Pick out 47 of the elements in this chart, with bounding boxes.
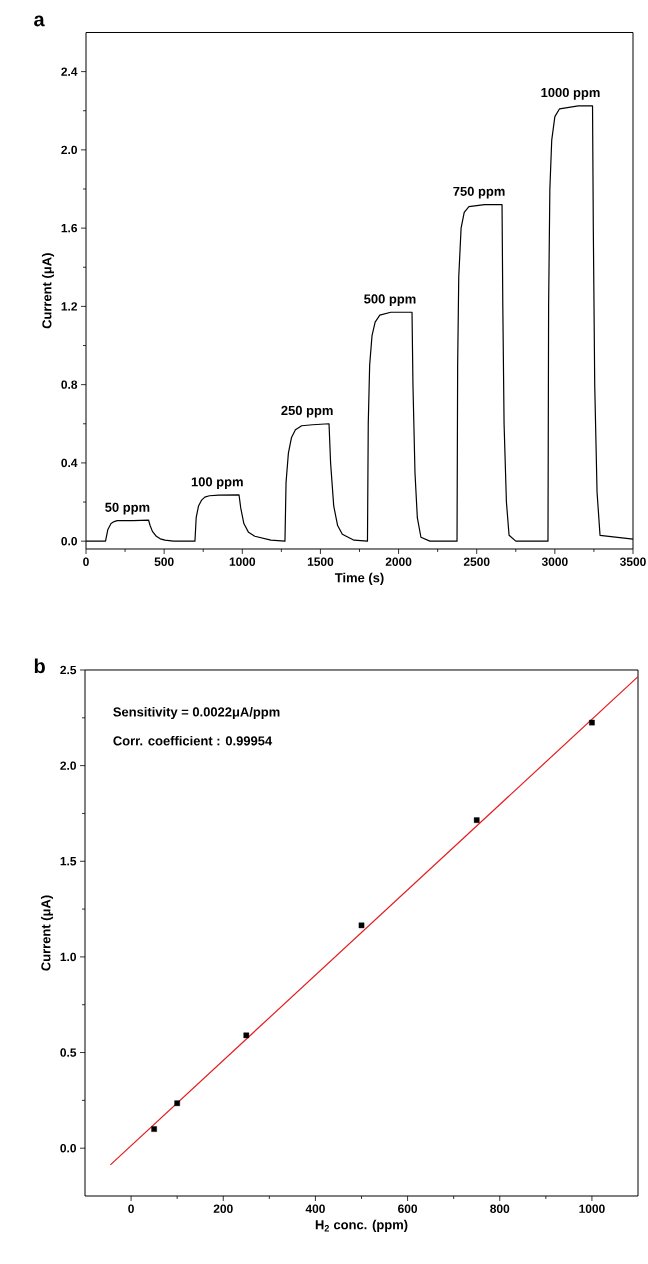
chart-title: a [34, 15, 45, 27]
y-tick-label: 1.2 [61, 302, 78, 311]
y-tick-label: 0.4 [61, 458, 78, 468]
annotation: Corr. coefficient : 0.99954 [113, 735, 273, 746]
y-tick-label: 0.0 [60, 1143, 77, 1153]
point [243, 1032, 250, 1039]
chart-title: b [34, 658, 45, 674]
x-tick-label: 1000 [579, 1204, 605, 1213]
x-tick-label: 500 [154, 557, 174, 566]
x-tick-label: 600 [398, 1204, 418, 1213]
y-tick-label: 0.0 [61, 536, 78, 546]
y-tick-label: 2.0 [60, 761, 77, 770]
annotation: 750 ppm [453, 186, 505, 199]
x-axis-title: H$_{2}$ conc. (ppm) [315, 1219, 408, 1232]
annotation: 1000 ppm [541, 87, 600, 100]
annotation: 500 ppm [364, 294, 416, 307]
x-tick-label: 800 [490, 1204, 510, 1213]
x-tick-label: 1000 [229, 557, 256, 566]
x-tick-label: 1500 [307, 557, 334, 566]
y-tick-label: 1.5 [60, 857, 77, 866]
point [589, 719, 595, 726]
x-tick-label: 2000 [385, 557, 412, 566]
annotation: Sensitivity = 0.0022μA/ppm [113, 707, 280, 720]
y-axis-title: Current (μA) [41, 253, 55, 329]
x-tick-label: 400 [305, 1204, 325, 1213]
y-tick-label: 0.5 [60, 1048, 77, 1057]
x-tick-label: 200 [213, 1204, 233, 1213]
x-axis-title: Time (s) [334, 572, 384, 585]
x-tick-label: 0 [83, 557, 89, 566]
x-tick-label: 3500 [619, 557, 646, 566]
y-tick-label: 0.8 [61, 380, 78, 389]
y-tick-label: 2.4 [61, 67, 78, 76]
y-axis-title: Current (μA) [40, 895, 54, 971]
annotation: 100 ppm [191, 477, 243, 490]
annotation: 250 ppm [281, 405, 333, 418]
x-tick-label: 0 [128, 1204, 134, 1213]
x-tick-label: 2500 [463, 557, 490, 566]
point [174, 1100, 180, 1107]
y-tick-label: 1.6 [61, 223, 78, 233]
y-tick-label: 2.0 [61, 145, 78, 155]
annotation: 50 ppm [105, 502, 150, 515]
point [358, 922, 365, 929]
y-tick-label: 2.5 [60, 665, 77, 675]
y-tick-label: 1.0 [60, 952, 77, 962]
point [151, 1126, 157, 1132]
point [473, 817, 480, 823]
x-tick-label: 3000 [541, 557, 568, 566]
